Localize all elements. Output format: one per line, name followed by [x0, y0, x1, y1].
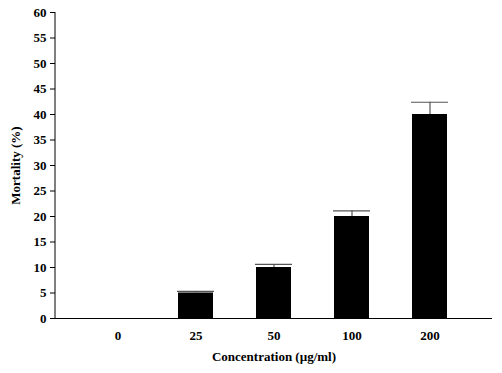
svg-text:25: 25: [34, 183, 48, 198]
svg-text:100: 100: [342, 328, 362, 343]
svg-text:0: 0: [115, 328, 122, 343]
svg-text:50: 50: [268, 328, 281, 343]
svg-text:40: 40: [34, 107, 47, 122]
svg-text:55: 55: [34, 30, 48, 45]
svg-text:30: 30: [34, 158, 47, 173]
svg-text:20: 20: [34, 209, 47, 224]
svg-text:50: 50: [34, 56, 47, 71]
svg-text:10: 10: [34, 260, 47, 275]
svg-text:25: 25: [190, 328, 204, 343]
svg-text:5: 5: [40, 285, 47, 300]
svg-text:200: 200: [420, 328, 440, 343]
svg-text:45: 45: [34, 81, 48, 96]
svg-text:0: 0: [40, 311, 47, 326]
svg-text:15: 15: [34, 234, 48, 249]
svg-text:60: 60: [34, 5, 47, 20]
svg-text:Mortality (%): Mortality (%): [8, 126, 23, 204]
svg-text:Concentration (µg/ml): Concentration (µg/ml): [212, 349, 336, 364]
svg-text:35: 35: [34, 132, 48, 147]
